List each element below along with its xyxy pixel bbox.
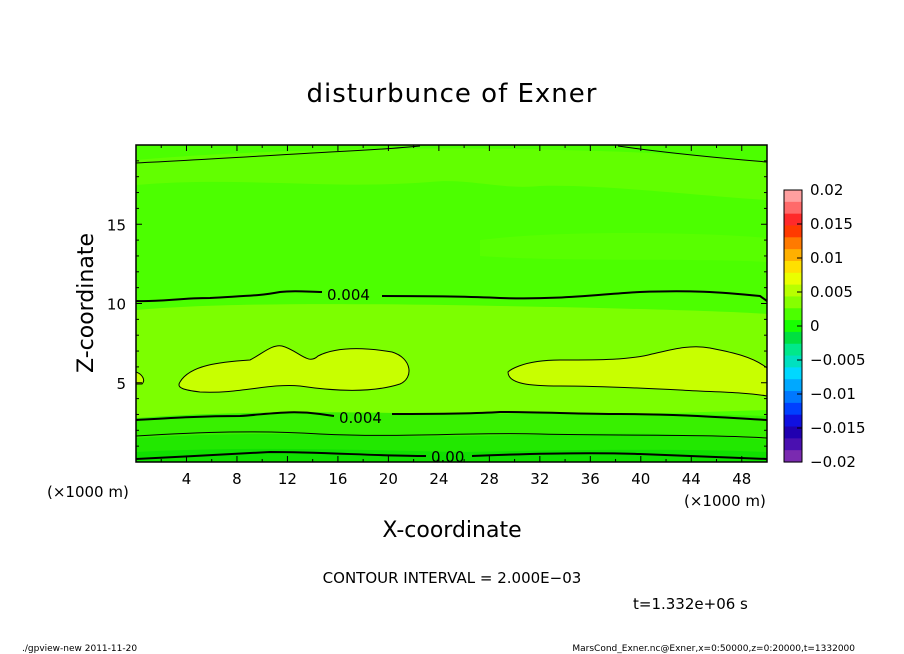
colorbar-swatch	[784, 225, 802, 238]
colorbar-tick-label: −0.005	[810, 351, 866, 369]
y-tick-label: 5	[116, 375, 126, 393]
colorbar-swatch	[784, 296, 802, 309]
colorbar-swatch	[784, 426, 802, 439]
x-tick-label: 20	[379, 470, 398, 488]
field-mid-band	[136, 304, 767, 419]
field-edge-left	[136, 372, 144, 384]
colorbar-tick-label: 0.015	[810, 215, 853, 233]
time-label: t=1.332e+06 s	[633, 595, 748, 613]
footer-left: ./gpview-new 2011-11-20	[22, 644, 137, 654]
colorbar-swatch	[784, 272, 802, 286]
contour-max-right	[507, 346, 767, 397]
y-tick-label: 10	[107, 296, 126, 314]
x-tick-label: 16	[328, 470, 347, 488]
field-max-right	[508, 346, 767, 396]
colorbar-swatch	[784, 190, 802, 203]
colorbar-swatch	[784, 213, 802, 227]
colorbar-swatch	[784, 402, 802, 416]
x-tick-label: 36	[581, 470, 600, 488]
x-axis-title: X-coordinate	[382, 518, 521, 543]
contour-label-lower: 0.004	[339, 409, 382, 427]
colorbar-swatch	[784, 379, 802, 392]
x-axis: 4 8 12 16 20 24 28 32 36 40 44 48	[160, 145, 751, 488]
colorbar-swatch	[784, 201, 802, 215]
contour-label-upper: 0.004	[327, 286, 370, 304]
contour-0.004-lower	[136, 410, 767, 421]
contour-interval: CONTOUR INTERVAL = 2.000E−03	[323, 569, 582, 587]
colorbar-swatch	[784, 331, 802, 345]
colorbar-tick-label: −0.015	[810, 419, 866, 437]
contour-top-right	[617, 145, 767, 163]
colorbar-swatch	[784, 343, 802, 357]
x-tick-label: 4	[182, 470, 192, 488]
colorbar-swatch	[784, 284, 802, 298]
contour-label-zero: 0.00	[431, 448, 464, 466]
colorbar-swatch	[784, 237, 802, 250]
footer-right: MarsCond_Exner.nc@Exner,x=0:50000,z=0:20…	[572, 644, 855, 654]
colorbar-tick-label: 0	[810, 317, 820, 335]
colorbar-swatch	[784, 320, 802, 333]
colorbar-tick-label: 0.01	[810, 249, 843, 267]
colorbar-tick-label: −0.02	[810, 453, 856, 471]
colorbar-swatch	[784, 450, 802, 463]
colorbar-tick-label: 0.005	[810, 283, 853, 301]
x-tick-label: 48	[732, 470, 751, 488]
x-tick-label: 8	[232, 470, 242, 488]
x-tick-label: 12	[278, 470, 297, 488]
y-unit-label: (×1000 m)	[47, 483, 129, 501]
field-upper-patch	[480, 233, 767, 262]
x-unit-label: (×1000 m)	[684, 492, 766, 510]
y-tick-label: 15	[107, 216, 126, 234]
y-axis-title: Z-coordinate	[74, 233, 99, 373]
colorbar-swatch	[784, 249, 802, 262]
field-max-left	[178, 345, 410, 393]
colorbar-swatch	[784, 391, 802, 404]
contour-edge-left	[136, 371, 145, 385]
contour-top-left	[136, 145, 421, 164]
colorbar-swatch	[784, 367, 802, 380]
colorbar: 0.02 0.015 0.01 0.005 0 −0.005 −0.01 −0.015 −0.0…	[783, 181, 866, 471]
colorbar-swatch	[784, 260, 802, 274]
x-tick-label: 32	[530, 470, 549, 488]
x-tick-label: 24	[429, 470, 448, 488]
contour-thin-lower	[136, 431, 767, 439]
colorbar-tick-label: 0.02	[810, 181, 843, 199]
colorbar-swatch	[784, 308, 802, 321]
colorbar-swatch	[784, 355, 802, 368]
x-tick-label: 28	[480, 470, 499, 488]
colorbar-tick-label: −0.01	[810, 385, 856, 403]
x-tick-label: 40	[631, 470, 650, 488]
colorbar-swatch	[784, 438, 802, 451]
contour-0.004-upper	[136, 290, 767, 303]
field-upper-light	[136, 148, 767, 200]
y-axis: 5 10 15	[107, 160, 767, 447]
colorbar-swatch	[784, 414, 802, 428]
x-tick-label: 44	[682, 470, 701, 488]
plot-area	[136, 145, 767, 462]
contour-max-left	[178, 345, 410, 393]
contour-0.00	[136, 450, 767, 460]
chart-title: disturbunce of Exner	[307, 79, 598, 109]
